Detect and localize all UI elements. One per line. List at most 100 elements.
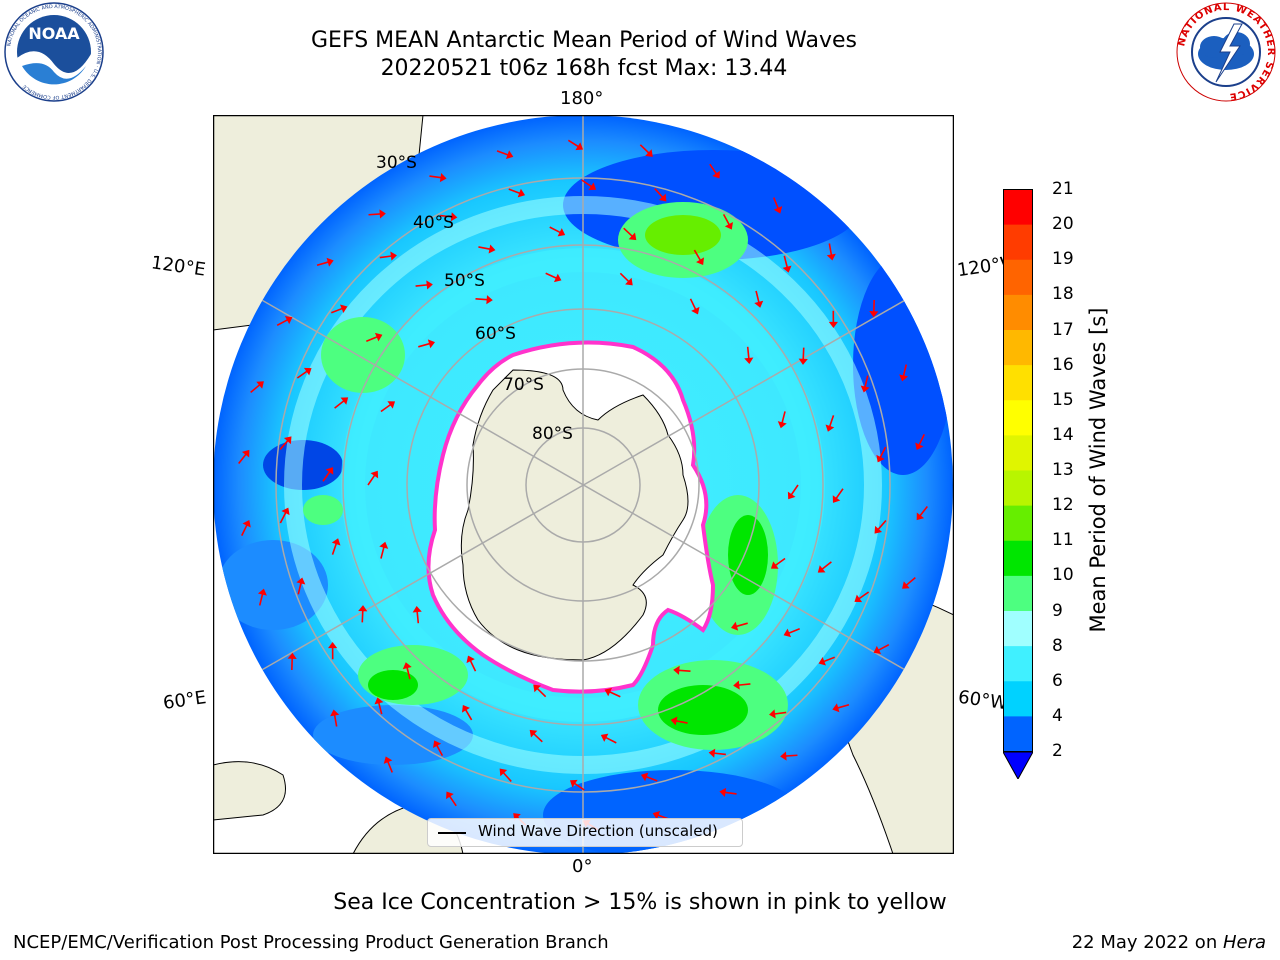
wind-arrow-head [916,512,925,521]
wind-arrow [837,703,850,709]
wind-arrow [877,519,887,531]
wind-arrow [279,511,287,524]
wind-arrow-head [569,779,578,788]
colorbar-segment [1003,680,1033,717]
wind-arrow [581,179,593,188]
wind-arrow-head [899,374,909,382]
wind-arrow-head [724,222,733,230]
wind-arrow [475,298,488,301]
wind-arrow [567,139,579,148]
wind-arrow-head [374,332,383,342]
wind-arrow-head [825,424,835,432]
wind-arrow [296,370,308,379]
colorbar-segment [1003,505,1033,541]
wind-arrow-head [439,173,447,183]
wind-arrow-head [256,381,264,389]
wind-arrow [713,752,726,756]
polar-map [213,115,954,854]
wind-arrow-head [628,232,637,241]
wind-arrow [440,214,453,218]
wind-arrow-head [340,397,349,405]
wind-arrow [605,736,617,744]
wind-arrow [316,261,329,267]
wind-arrow [536,687,547,698]
colorbar-tick: 11 [1052,530,1074,551]
legend-label: Wind Wave Direction (unscaled) [478,822,718,840]
colorbar-tick: 8 [1052,635,1063,656]
wind-arrow-head [773,206,783,214]
wind-arrow-head [860,385,870,393]
wind-arrow-head [719,787,727,797]
wind-arrow [429,175,442,179]
lat-label-70s: 70°S [503,375,544,395]
colorbar [1003,189,1033,779]
wind-arrow-head [325,467,334,475]
wind-arrow [675,720,688,724]
wind-arrow [645,775,658,782]
wind-arrow-head [328,641,338,649]
wind-arrow [297,582,302,595]
wind-arrow [436,744,444,757]
wind-arrow-head [769,709,776,719]
lat-label-30s: 30°S [376,153,417,173]
lat-label-50s: 50°S [444,271,485,291]
wind-arrow [368,213,381,216]
wind-arrow [785,754,798,757]
wind-arrow [722,213,730,226]
wind-arrow [858,591,870,600]
wind-arrow-head [600,733,609,742]
colorbar-tick: 15 [1052,389,1074,410]
wind-arrow [828,415,835,427]
legend-line-swatch [438,832,466,834]
wind-arrow-head [466,655,475,664]
wind-arrow [464,709,473,721]
lon-label-0: 0° [572,856,593,877]
colorbar-segment [1003,259,1033,295]
wind-arrow-head [379,209,386,219]
wind-arrow [689,298,697,310]
lat-label-60s: 60°S [475,324,516,344]
wind-arrow-head [257,588,267,596]
wind-arrow-head [374,697,384,705]
chart-title: GEFS MEAN Antarctic Mean Period of Wind … [311,28,857,53]
colorbar-tick: 21 [1052,179,1074,199]
wind-arrow [755,290,760,303]
wind-arrow-head [658,193,667,202]
wind-arrow-head [652,810,661,820]
wind-arrow [361,610,364,623]
colorbar-segment [1003,224,1033,260]
wind-arrow [573,782,585,791]
wind-arrow-head [499,768,508,777]
wind-arrow-head [588,182,597,191]
wind-arrow-head [241,449,250,458]
colorbar-segment [1003,294,1033,330]
wind-arrow [654,188,664,199]
wind-arrow [334,400,345,409]
wind-arrow-head [553,273,562,283]
wind-arrow [415,284,428,287]
colorbar-tick: 4 [1052,705,1063,726]
wind-arrow-head [783,628,792,638]
wind-arrow [380,403,392,413]
wind-arrow [238,453,247,465]
wind-arrow [821,561,832,570]
wind-arrow-head [902,581,910,589]
colorbar-tick: 18 [1052,284,1074,305]
wind-arrow [478,246,491,250]
wind-arrow-head [387,401,396,409]
wind-arrow-head [712,170,720,179]
wind-arrow-head [854,594,863,603]
wind-arrow-head [461,704,470,713]
wind-arrow-head [818,656,826,666]
wind-arrow [502,771,512,782]
colorbar-segment [1003,364,1033,401]
nws-logo: NATIONAL WEATHER SERVICE [1176,2,1276,102]
wind-arrow-head [488,244,496,254]
wind-arrow-head [640,772,649,782]
wind-arrow [241,524,248,536]
wind-arrow [774,557,786,567]
wind-arrow-head [625,277,633,286]
wind-arrow [802,347,805,360]
colorbar-segment [1003,575,1033,611]
wind-arrow-head [284,316,293,325]
